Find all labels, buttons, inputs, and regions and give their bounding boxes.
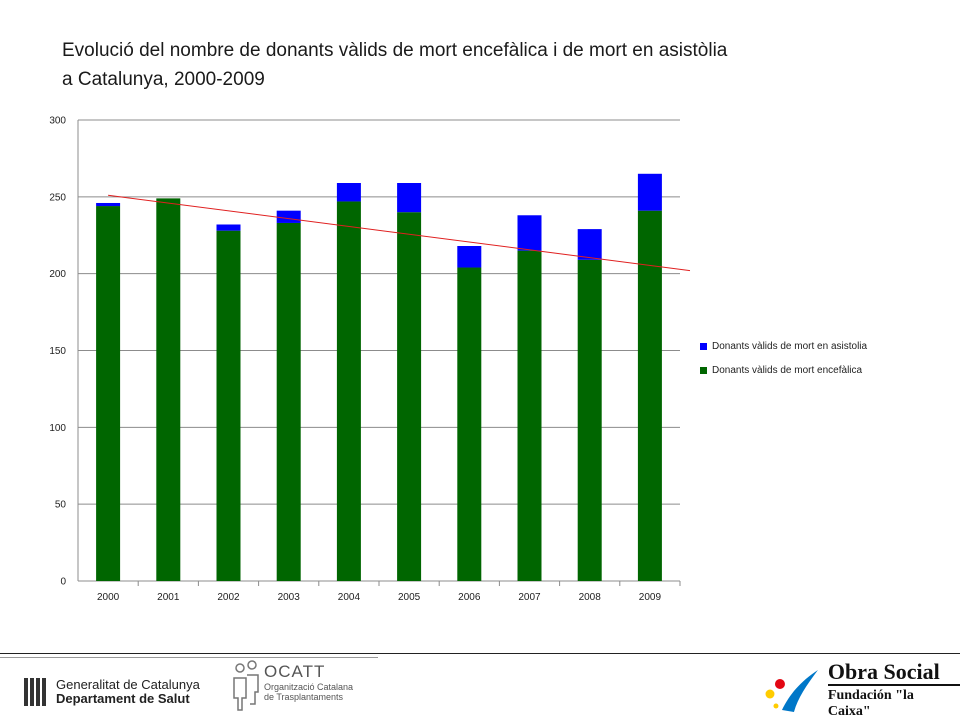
bar-asistolia [336, 183, 361, 202]
ocatt-logo: OCATT Organització Catalana de Trasplant… [230, 658, 353, 712]
y-tick-label: 150 [49, 346, 66, 357]
legend-swatch-asistolia [700, 342, 707, 350]
x-tick-label: 2007 [518, 592, 541, 603]
bar-asistolia [637, 173, 662, 211]
y-tick-label: 200 [49, 269, 66, 280]
bar-encefalica [96, 206, 121, 581]
gencat-logo: Generalitat de Catalunya Departament de … [24, 678, 200, 706]
bar-asistolia [397, 183, 422, 213]
x-tick-label: 2002 [217, 592, 240, 603]
x-tick-label: 2003 [278, 592, 301, 603]
y-tick-label: 0 [60, 577, 66, 588]
y-tick-label: 250 [49, 192, 66, 203]
bar-asistolia [457, 246, 482, 268]
bar-asistolia [577, 229, 602, 260]
legend-label-asistolia: Donants vàlids de mort en asistolia [712, 340, 868, 352]
legend-item-encefalica: Donants vàlids de mort encefàlica [700, 364, 867, 376]
bar-encefalica [336, 201, 361, 581]
chart-title: Evolució del nombre de donants vàlids de… [62, 36, 882, 94]
ocatt-subtitle-2: de Trasplantaments [264, 692, 344, 702]
x-tick-label: 2008 [579, 592, 602, 603]
x-tick-label: 2009 [639, 592, 662, 603]
bar-encefalica [397, 212, 422, 581]
chart-title-line-1: Evolució del nombre de donants vàlids de… [62, 40, 728, 61]
lacaixa-logo: Obra Social Fundación "la Caixa" [760, 660, 960, 720]
bar-encefalica [216, 230, 241, 581]
legend-item-asistolia: Donants vàlids de mort en asistolia [700, 340, 867, 352]
x-tick-label: 2001 [157, 592, 180, 603]
legend-swatch-encefalica [700, 366, 707, 374]
legend-label-encefalica: Donants vàlids de mort encefàlica [712, 364, 863, 376]
ocatt-subtitle-1: Organització Catalana [264, 682, 354, 692]
ocatt-figures-icon [233, 660, 259, 711]
stacked-bar-chart: 0 50 100 150 200 250 300 2000 2001 2002 2003 2004 20… [49, 116, 691, 603]
bar-asistolia [216, 224, 241, 231]
bar-asistolia [96, 202, 121, 207]
chart-legend: Donants vàlids de mort en asistolia Dona… [700, 340, 867, 388]
gencat-name: Generalitat de Catalunya [56, 677, 200, 692]
bar-asistolia [276, 210, 301, 223]
x-tick-label: 2005 [398, 592, 421, 603]
footer-divider [0, 653, 960, 654]
bar-asistolia [517, 215, 542, 251]
lacaixa-star-icon [765, 670, 818, 712]
y-tick-label: 100 [49, 423, 66, 434]
gencat-department: Departament de Salut [56, 691, 190, 706]
bar-encefalica [156, 198, 181, 581]
x-tick-label: 2004 [338, 592, 361, 603]
y-tick-label: 50 [55, 500, 67, 511]
trend-line [108, 194, 691, 272]
bar-encefalica [276, 222, 301, 581]
chart-title-line-2: a Catalunya, 2000-2009 [62, 69, 265, 90]
x-tick-label: 2000 [97, 592, 120, 603]
footer-divider-left [0, 657, 378, 658]
lacaixa-obra-social: Obra Social [827, 659, 940, 684]
bar-encefalica [517, 250, 542, 581]
bar-encefalica [637, 210, 662, 581]
bar-encefalica [577, 259, 602, 581]
lacaixa-fundacion: Fundación "la Caixa" [827, 684, 960, 720]
gencat-emblem-icon [24, 678, 46, 706]
ocatt-name: OCATT [264, 662, 326, 681]
y-tick-label: 300 [49, 116, 66, 127]
x-tick-label: 2006 [458, 592, 481, 603]
bar-encefalica [457, 267, 482, 581]
